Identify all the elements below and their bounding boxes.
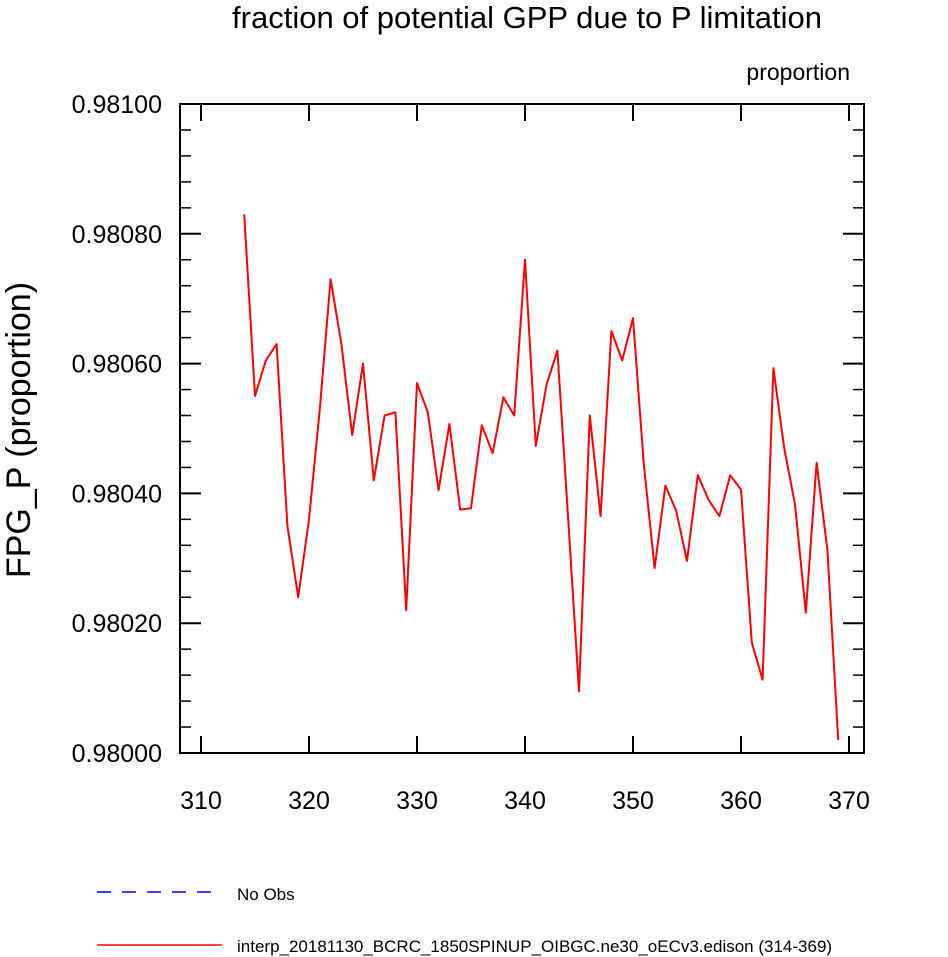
x-tick-label: 350 — [612, 787, 654, 815]
y-tick-label: 0.98080 — [72, 221, 162, 249]
plot-frame — [179, 103, 865, 754]
y-tick-label: 0.98060 — [72, 351, 162, 379]
y-tick-label: 0.98100 — [72, 91, 162, 119]
legend-label-model: interp_20181130_BCRC_1850SPINUP_OIBGC.ne… — [237, 937, 832, 956]
series-layer — [243, 214, 840, 741]
x-tick-label: 320 — [288, 787, 330, 815]
y-axis-label: FPG_P (proportion) — [0, 282, 38, 578]
y-tick-label: 0.98000 — [72, 740, 162, 768]
units-label: proportion — [746, 59, 850, 85]
x-tick-label: 360 — [720, 787, 762, 815]
x-tick-labels: 310 320 330 340 350 360 370 — [180, 787, 870, 815]
x-tick-label: 370 — [828, 787, 870, 815]
series-line-1 — [243, 214, 840, 741]
x-tick-label: 340 — [504, 787, 546, 815]
legend: No Obs interp_20181130_BCRC_1850SPINUP_O… — [97, 885, 832, 956]
y-tick-label: 0.98040 — [72, 480, 162, 508]
y-tick-label: 0.98020 — [72, 610, 162, 638]
legend-label-no-obs: No Obs — [237, 885, 295, 904]
x-tick-label: 310 — [180, 787, 222, 815]
chart-title: fraction of potential GPP due to P limit… — [232, 0, 822, 35]
y-tick-labels: 0.98000 0.98020 0.98040 0.98060 0.98080 0.981… — [72, 91, 162, 768]
x-tick-label: 330 — [396, 787, 438, 815]
